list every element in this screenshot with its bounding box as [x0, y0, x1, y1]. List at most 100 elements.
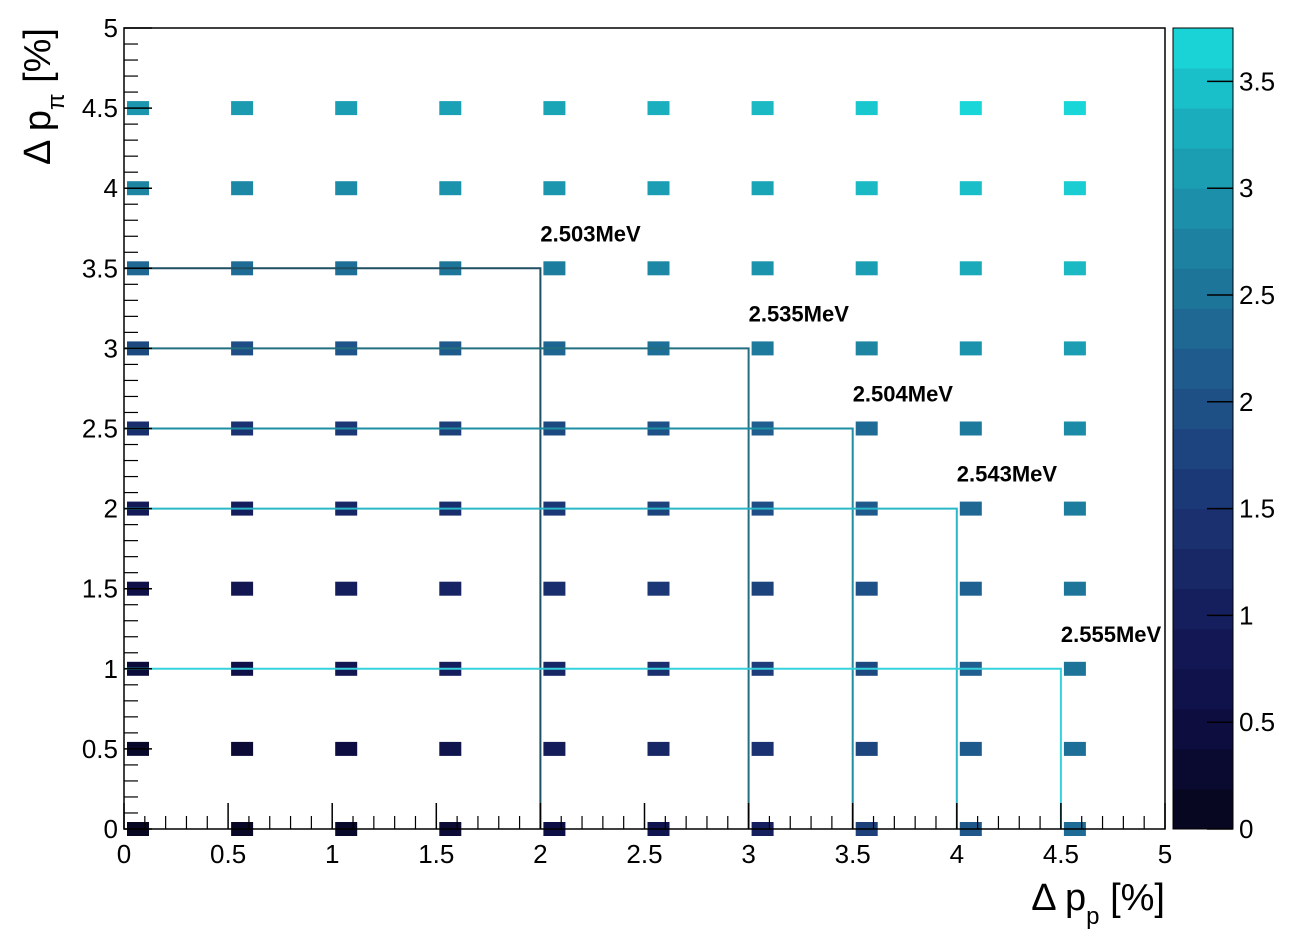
heatmap-cell	[647, 581, 670, 596]
colorbar-band	[1173, 748, 1233, 790]
colorbar-band	[1173, 308, 1233, 349]
heatmap-cell	[1063, 101, 1086, 116]
colorbar-tick-label: 3.5	[1239, 66, 1275, 96]
colorbar-band	[1173, 548, 1233, 590]
y-tick-label: 1.5	[82, 574, 118, 604]
heatmap-cell	[647, 101, 670, 116]
heatmap-cell	[335, 741, 358, 756]
colorbar-band	[1173, 468, 1233, 510]
colorbar-band	[1173, 228, 1233, 269]
contour-label: 2.503MeV	[540, 221, 641, 246]
x-tick-label: 2.5	[626, 839, 662, 869]
heatmap-cell	[335, 581, 358, 596]
heatmap-cell	[751, 101, 774, 116]
y-tick-label: 3	[104, 333, 118, 363]
heatmap-cell	[751, 341, 774, 356]
y-tick-label: 4.5	[82, 93, 118, 123]
heatmap-cell	[543, 261, 566, 276]
colorbar-band	[1173, 788, 1233, 830]
colorbar-frame	[1172, 27, 1234, 830]
contour-line	[124, 267, 542, 829]
heatmap-cell	[959, 101, 982, 116]
heatmap-cell	[751, 261, 774, 276]
contour-line	[124, 507, 958, 829]
heatmap-cell	[439, 741, 462, 756]
heatmap-cell	[543, 101, 566, 116]
heatmap-cell	[959, 341, 982, 356]
heatmap-cell	[959, 581, 982, 596]
heatmap-cell	[959, 741, 982, 756]
heatmap-cell	[647, 741, 670, 756]
heatmap-cell	[855, 101, 878, 116]
colorbar-band	[1173, 268, 1233, 309]
heatmap-cell	[959, 261, 982, 276]
x-tick-label: 0.5	[210, 839, 246, 869]
x-tick-label: 2	[533, 839, 547, 869]
heatmap-cell	[1063, 261, 1086, 276]
heatmap-cell	[751, 741, 774, 756]
heatmap-cell	[1063, 421, 1086, 436]
y-tick-label: 3.5	[82, 253, 118, 283]
colorbar-band	[1173, 668, 1233, 710]
contour-line	[124, 427, 854, 829]
x-tick-label: 3.5	[835, 839, 871, 869]
heatmap-cell	[439, 581, 462, 596]
heatmap-cell	[543, 741, 566, 756]
contour-label: 2.543MeV	[957, 462, 1058, 487]
y-tick-label: 2.5	[82, 414, 118, 444]
heatmap-cell	[959, 181, 982, 196]
y-tick-label: 0	[104, 814, 118, 844]
heatmap-cell	[751, 581, 774, 596]
colorbar-tick-label: 2	[1239, 387, 1253, 417]
heatmap-cell	[647, 181, 670, 196]
heatmap-cell	[231, 101, 254, 116]
colorbar-band	[1173, 348, 1233, 389]
colorbar-band	[1173, 188, 1233, 229]
heatmap-cell	[855, 741, 878, 756]
heatmap-cell	[335, 101, 358, 116]
colorbar-tick-label: 1	[1239, 600, 1253, 630]
heatmap-cell	[959, 421, 982, 436]
colorbar-band	[1173, 148, 1233, 189]
colorbar-band	[1173, 588, 1233, 630]
contour-line	[124, 667, 1062, 829]
colorbar-tick-label: 0.5	[1239, 707, 1275, 737]
heatmap-cell	[439, 101, 462, 116]
x-tick-label: 3	[741, 839, 755, 869]
x-tick-label: 5	[1158, 839, 1172, 869]
y-tick-label: 1	[104, 654, 118, 684]
contour-label: 2.555MeV	[1061, 622, 1162, 647]
colorbar-band	[1173, 708, 1233, 750]
heatmap-cell	[439, 181, 462, 196]
colorbar-band	[1173, 68, 1233, 109]
heatmap-cell	[231, 741, 254, 756]
x-axis-title: Δ pp [%]	[1031, 877, 1165, 930]
colorbar-band	[1173, 28, 1233, 69]
x-tick-label: 1.5	[418, 839, 454, 869]
heatmap-cell	[231, 581, 254, 596]
heatmap-cell	[335, 181, 358, 196]
heatmap-cell	[1063, 661, 1086, 676]
y-tick-label: 2	[104, 494, 118, 524]
heatmap-cell	[855, 341, 878, 356]
colorbar-tick-label: 0	[1239, 814, 1253, 844]
colorbar-tick-label: 2.5	[1239, 280, 1275, 310]
heatmap-cell	[231, 181, 254, 196]
heatmap-cell	[959, 501, 982, 516]
heatmap-cell	[1063, 341, 1086, 356]
colorbar-band	[1173, 428, 1233, 470]
colorbar-band	[1173, 108, 1233, 149]
x-tick-label: 4	[950, 839, 964, 869]
x-tick-label: 4.5	[1043, 839, 1079, 869]
heatmap-cell	[855, 421, 878, 436]
y-tick-label: 0.5	[82, 734, 118, 764]
x-tick-label: 0	[117, 839, 131, 869]
heatmap-cell	[1063, 741, 1086, 756]
colorbar-band	[1173, 388, 1233, 429]
heatmap-cell	[1063, 181, 1086, 196]
heatmap-cell	[855, 261, 878, 276]
y-tick-label: 4	[104, 173, 118, 203]
heatmap-cell	[1063, 501, 1086, 516]
